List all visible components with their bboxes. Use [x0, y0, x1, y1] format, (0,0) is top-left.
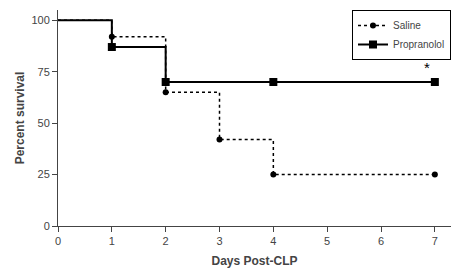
svg-text:Propranolol: Propranolol — [393, 39, 444, 50]
svg-text:Days Post-CLP: Days Post-CLP — [211, 254, 297, 268]
svg-text:Saline: Saline — [393, 20, 421, 31]
svg-text:5: 5 — [324, 235, 330, 247]
svg-text:3: 3 — [216, 235, 222, 247]
svg-text:6: 6 — [378, 235, 384, 247]
svg-text:Percent survival: Percent survival — [13, 72, 27, 165]
svg-text:2: 2 — [163, 235, 169, 247]
svg-text:75: 75 — [38, 66, 50, 78]
svg-text:4: 4 — [270, 235, 276, 247]
svg-text:0: 0 — [55, 235, 61, 247]
svg-text:50: 50 — [38, 117, 50, 129]
svg-text:7: 7 — [432, 235, 438, 247]
svg-text:1: 1 — [109, 235, 115, 247]
svg-text:0: 0 — [44, 220, 50, 232]
svg-text:25: 25 — [38, 168, 50, 180]
svg-text:*: * — [424, 59, 430, 76]
svg-text:100: 100 — [31, 14, 49, 26]
